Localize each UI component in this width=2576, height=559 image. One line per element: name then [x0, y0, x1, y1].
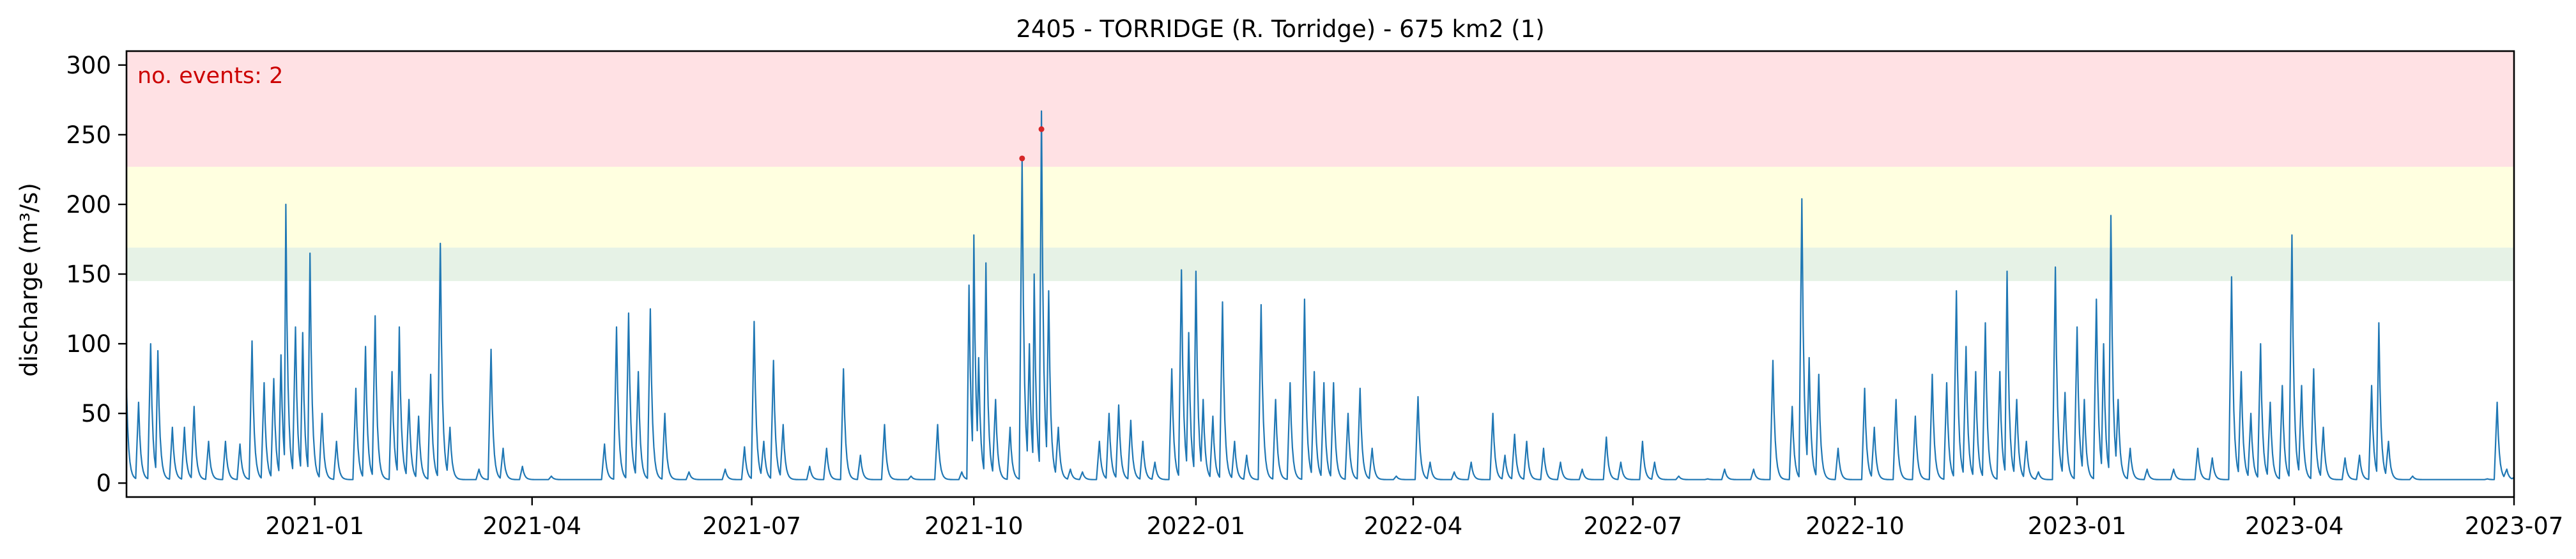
y-tick-label-6: 300 — [66, 52, 111, 79]
y-axis-label: discharge (m³/s) — [15, 183, 43, 377]
y-tick-label-2: 100 — [66, 330, 111, 358]
x-tick-label-5: 2022-04 — [1364, 512, 1463, 540]
series-line-0 — [125, 110, 2515, 480]
x-tick-label-2: 2021-07 — [702, 512, 801, 540]
x-tick-label-0: 2021-01 — [265, 512, 364, 540]
x-tick-label-7: 2022-10 — [1805, 512, 1905, 540]
y-tick-label-3: 150 — [66, 261, 111, 288]
y-tick-label-0: 0 — [96, 470, 111, 497]
x-tick-label-8: 2023-01 — [2028, 512, 2127, 540]
x-tick-label-6: 2022-07 — [1584, 512, 1683, 540]
threshold-band-1 — [126, 167, 2514, 248]
plot-area: 2021-01 2021-04 2021-07 2021-10 2022-01 2022-… — [66, 50, 2564, 540]
x-tick-label-3: 2021-10 — [924, 512, 1023, 540]
x-tick-label-10: 2023-07 — [2465, 512, 2564, 540]
threshold-band-2 — [126, 51, 2514, 167]
x-tick-label-4: 2022-01 — [1147, 512, 1246, 540]
y-tick-label-1: 50 — [81, 400, 111, 427]
y-tick-label-5: 250 — [66, 121, 111, 149]
threshold-band-0 — [126, 247, 2514, 281]
chart-title: 2405 - TORRIDGE (R. Torridge) - 675 km2 … — [1016, 15, 1544, 43]
x-tick-label-9: 2023-04 — [2245, 512, 2344, 540]
event-point-1 — [1038, 126, 1045, 132]
event-count-annotation: no. events: 2 — [137, 63, 283, 89]
x-tick-label-1: 2021-04 — [482, 512, 581, 540]
y-tick-label-4: 200 — [66, 191, 111, 218]
event-point-0 — [1019, 155, 1025, 162]
